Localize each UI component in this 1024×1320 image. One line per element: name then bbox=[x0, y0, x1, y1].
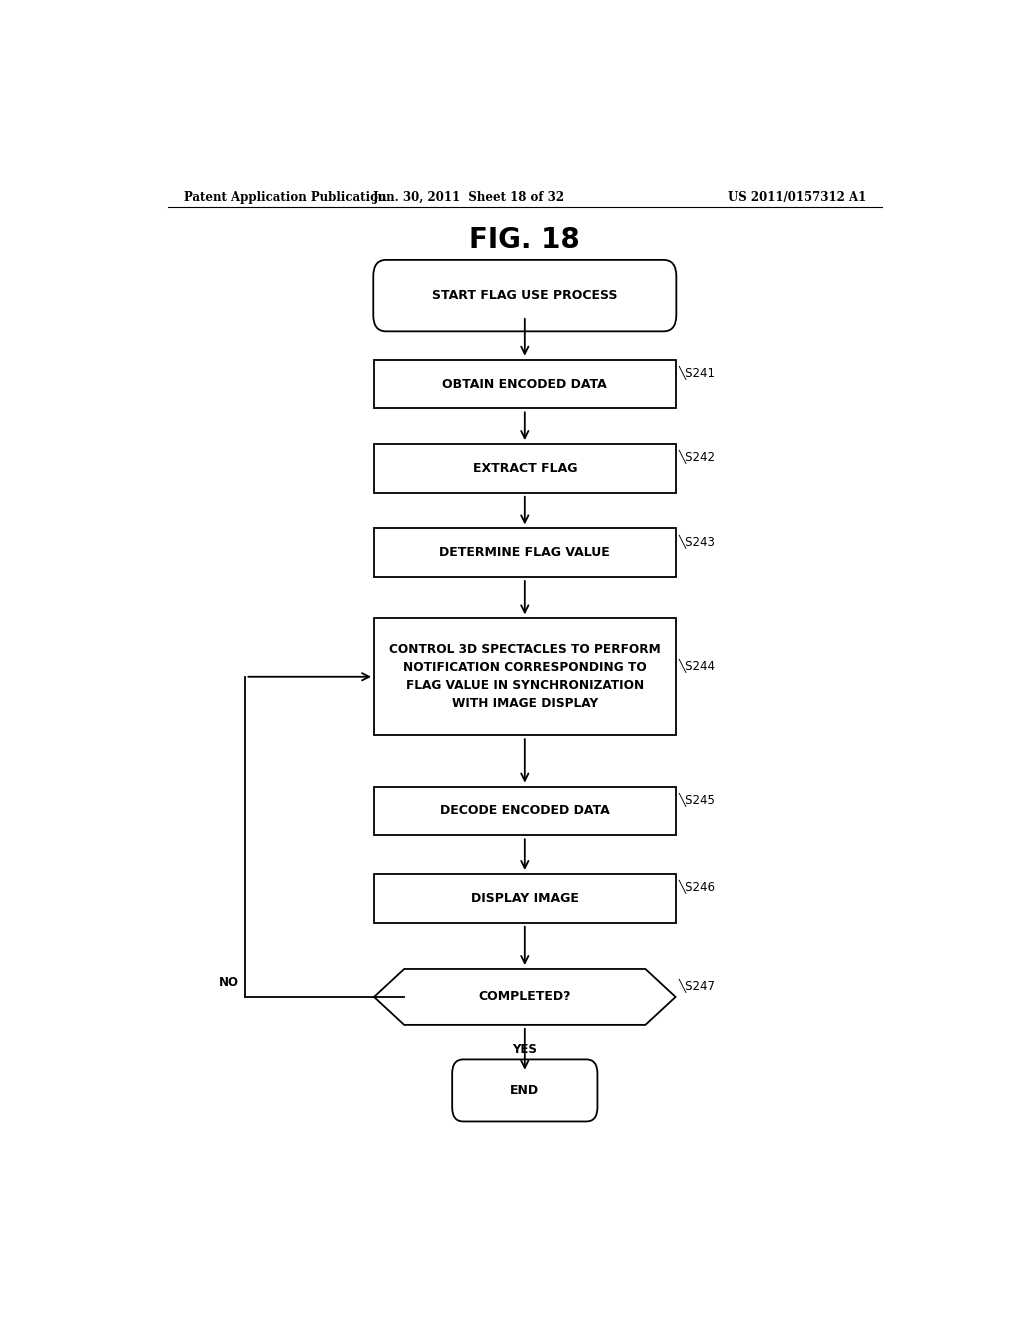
FancyBboxPatch shape bbox=[374, 260, 676, 331]
Text: ╲S247: ╲S247 bbox=[679, 979, 716, 993]
Text: ╲S245: ╲S245 bbox=[679, 793, 716, 807]
Bar bbox=[374, 359, 676, 408]
Polygon shape bbox=[374, 969, 676, 1024]
Text: COMPLETED?: COMPLETED? bbox=[478, 990, 571, 1003]
Text: Patent Application Publication: Patent Application Publication bbox=[183, 190, 386, 203]
FancyBboxPatch shape bbox=[453, 1060, 597, 1122]
Text: Jun. 30, 2011  Sheet 18 of 32: Jun. 30, 2011 Sheet 18 of 32 bbox=[373, 190, 565, 203]
Bar bbox=[374, 787, 676, 836]
Text: ╲S242: ╲S242 bbox=[679, 450, 716, 465]
Text: FIG. 18: FIG. 18 bbox=[469, 226, 581, 253]
Text: NO: NO bbox=[219, 975, 239, 989]
Text: DETERMINE FLAG VALUE: DETERMINE FLAG VALUE bbox=[439, 546, 610, 560]
Text: DECODE ENCODED DATA: DECODE ENCODED DATA bbox=[440, 804, 609, 817]
Text: DISPLAY IMAGE: DISPLAY IMAGE bbox=[471, 892, 579, 904]
Text: END: END bbox=[510, 1084, 540, 1097]
Text: ╲S244: ╲S244 bbox=[679, 659, 716, 673]
Text: YES: YES bbox=[512, 1043, 538, 1056]
Text: ╲S243: ╲S243 bbox=[679, 535, 716, 549]
Text: EXTRACT FLAG: EXTRACT FLAG bbox=[472, 462, 578, 475]
Text: OBTAIN ENCODED DATA: OBTAIN ENCODED DATA bbox=[442, 378, 607, 391]
Bar bbox=[374, 874, 676, 923]
Text: CONTROL 3D SPECTACLES TO PERFORM
NOTIFICATION CORRESPONDING TO
FLAG VALUE IN SYN: CONTROL 3D SPECTACLES TO PERFORM NOTIFIC… bbox=[389, 643, 660, 710]
Text: ╲S246: ╲S246 bbox=[679, 880, 716, 894]
Text: US 2011/0157312 A1: US 2011/0157312 A1 bbox=[728, 190, 866, 203]
Text: ╲S241: ╲S241 bbox=[679, 366, 716, 380]
Bar bbox=[374, 528, 676, 577]
Bar bbox=[374, 444, 676, 492]
Bar bbox=[374, 618, 676, 735]
Text: START FLAG USE PROCESS: START FLAG USE PROCESS bbox=[432, 289, 617, 302]
